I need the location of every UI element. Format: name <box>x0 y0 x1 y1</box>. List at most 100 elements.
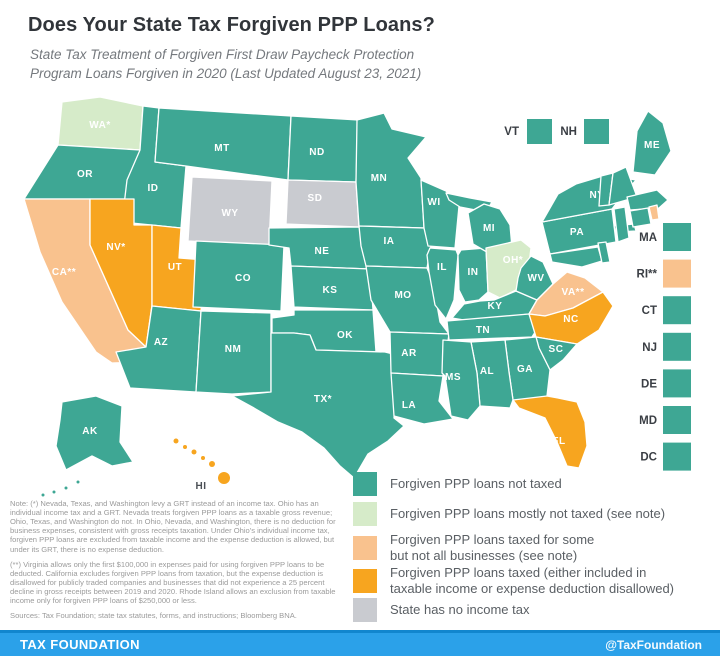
right-legend-swatch-MA <box>663 223 691 251</box>
state-label-IL: IL <box>437 262 447 273</box>
twitter-handle: @TaxFoundation <box>605 637 702 652</box>
legend: Forgiven PPP loans not taxed Forgiven PPP… <box>353 472 713 628</box>
state-LA <box>390 372 454 425</box>
state-label-AK: AK <box>82 426 98 437</box>
legend-text-taxed: Forgiven PPP loans taxed (either include… <box>390 565 675 596</box>
right-legend-swatch-DE <box>663 369 691 398</box>
state-label-WA: WA* <box>89 120 111 131</box>
state-label-LA: LA <box>402 400 416 411</box>
state-label-UT: UT <box>168 262 182 273</box>
page-title: Does Your State Tax Forgiven PPP Loans? <box>28 14 435 36</box>
state-label-SC: SC <box>549 344 564 355</box>
state-AK-island <box>52 490 56 494</box>
state-label-ME: ME <box>644 140 660 151</box>
state-HI-island <box>191 449 197 455</box>
legend-swatch-no_income_tax <box>353 598 377 622</box>
state-label-MO: MO <box>394 290 411 301</box>
state-label-HI: HI <box>196 481 207 492</box>
legend-swatch-taxed_some <box>353 536 377 560</box>
footnotes: Note: (*) Nevada, Texas, and Washington … <box>10 499 350 626</box>
state-label-WV: WV <box>527 273 544 284</box>
right-legend-label-CT: CT <box>642 305 657 317</box>
state-HI-island <box>201 456 205 460</box>
state-label-OR: OR <box>77 169 93 180</box>
legend-item-taxed_some: Forgiven PPP loans taxed for some but not… <box>353 532 713 564</box>
state-AR <box>389 331 450 377</box>
legend-swatch-mostly_not_taxed <box>353 502 377 526</box>
state-ME <box>632 110 672 176</box>
legend-swatch-not_taxed <box>353 472 377 496</box>
state-AK <box>55 395 134 471</box>
state-label-KS: KS <box>323 285 338 296</box>
footer-bar: TAX FOUNDATION @TaxFoundation <box>0 630 720 656</box>
state-MS <box>441 339 481 421</box>
legend-item-not_taxed: Forgiven PPP loans not taxed <box>353 472 713 496</box>
state-label-TX: TX* <box>314 394 332 405</box>
right-legend-label-RI: RI** <box>637 269 658 281</box>
right-legend-label-NJ: NJ <box>642 342 657 354</box>
state-label-OH: OH* <box>503 255 523 266</box>
state-label-NE: NE <box>315 246 330 257</box>
state-HI-island <box>209 461 215 467</box>
state-label-CA: CA** <box>52 267 76 278</box>
state-RI <box>648 204 660 221</box>
right-legend-label-MD: MD <box>639 415 657 427</box>
legend-text-not_taxed: Forgiven PPP loans not taxed <box>390 476 562 491</box>
state-label-NV: NV* <box>106 242 125 253</box>
state-HI-island <box>218 472 230 484</box>
state-MO <box>365 265 450 335</box>
top-legend-swatch-NH <box>584 119 609 144</box>
state-label-IA: IA <box>384 236 395 247</box>
brand-name: TAX FOUNDATION <box>20 637 140 652</box>
top-legend-label-NH: NH <box>560 126 577 138</box>
sources-line: Sources: Tax Foundation; state tax statu… <box>10 611 297 621</box>
right-legend-swatch-RI <box>663 259 691 288</box>
state-label-FL: FL <box>552 436 565 447</box>
state-label-OK: OK <box>337 330 353 341</box>
legend-text-no_income_tax: State has no income tax <box>390 602 530 617</box>
state-label-WY: WY <box>221 208 238 219</box>
legend-item-mostly_not_taxed: Forgiven PPP loans mostly not taxed (see… <box>353 502 713 526</box>
page-subtitle: State Tax Treatment of Forgiven First Dr… <box>30 46 421 84</box>
state-label-MS: MS <box>445 372 461 383</box>
state-label-ID: ID <box>148 183 159 194</box>
subtitle-line-2: Program Loans Forgiven in 2020 (Last Upd… <box>30 65 422 81</box>
state-label-MN: MN <box>371 173 388 184</box>
state-MN <box>355 112 427 229</box>
state-NM <box>195 310 272 395</box>
state-label-AL: AL <box>480 366 494 377</box>
state-label-WI: WI <box>427 197 440 208</box>
right-legend-label-MA: MA <box>639 232 657 244</box>
legend-swatch-taxed <box>353 569 377 593</box>
state-AK-island <box>64 486 68 490</box>
state-MD <box>549 246 603 268</box>
right-legend-label-DC: DC <box>640 452 657 464</box>
state-CO <box>192 240 285 312</box>
state-HI-island <box>173 438 179 444</box>
legend-text-taxed_some: Forgiven PPP loans taxed for some but not… <box>390 532 595 563</box>
state-MT <box>154 107 292 181</box>
note-paragraph-2: (**) Virginia allows only the first $100… <box>10 559 336 606</box>
right-legend-swatch-DC <box>663 442 691 471</box>
state-TX <box>231 332 405 479</box>
state-label-IN: IN <box>468 267 479 278</box>
state-NJ <box>613 206 630 243</box>
state-SD <box>285 179 360 228</box>
state-label-NM: NM <box>225 344 242 355</box>
state-label-KY: KY <box>488 301 503 312</box>
subtitle-line-1: State Tax Treatment of Forgiven First Dr… <box>30 47 415 62</box>
state-MA <box>626 189 669 211</box>
state-AK-island <box>41 493 45 497</box>
state-FL <box>512 395 588 469</box>
legend-text-mostly_not_taxed: Forgiven PPP loans mostly not taxed (see… <box>390 506 666 521</box>
state-IN <box>457 247 489 303</box>
state-IL <box>426 247 459 320</box>
state-label-PA: PA <box>570 227 584 238</box>
state-HI-island <box>183 445 187 449</box>
state-label-CO: CO <box>235 273 251 284</box>
state-label-AZ: AZ <box>154 337 168 348</box>
right-legend-swatch-NJ <box>663 332 691 361</box>
state-MI <box>467 203 513 256</box>
state-label-AR: AR <box>401 348 417 359</box>
